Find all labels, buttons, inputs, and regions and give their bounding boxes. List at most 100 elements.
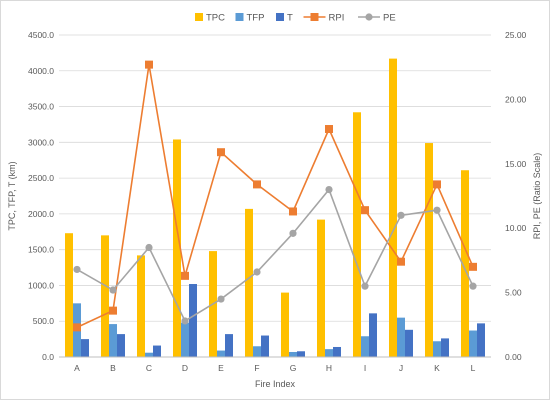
y-tick-label: 3500.0 [28,102,54,112]
point-pe [181,317,189,325]
point-pe [145,243,153,252]
point-rpi [289,207,297,216]
point-pe [397,211,405,219]
y2-tick-label: 25.00 [505,30,527,40]
legend-label-tpc: TPC [206,13,225,24]
point-pe [361,282,369,290]
legend-swatch-t [276,13,284,21]
gridlines [59,34,491,322]
point-rpi [433,180,441,189]
bar-tpc [461,170,469,357]
x-tick-label: J [399,363,403,373]
bar-t [333,346,341,357]
bar-tfp [433,341,441,357]
legend-swatch-tfp [235,13,244,21]
legend-marker-pe [365,13,373,21]
x-tick-label: H [326,363,332,373]
x-axis-ticks: A B C D E F G H I J K L [74,363,475,373]
x-tick-label: E [218,363,224,373]
point-rpi [145,60,153,69]
x-tick-label: K [434,363,440,373]
bar-t [297,351,305,357]
y-tick-label: 2000.0 [28,209,54,219]
bar-tfp [145,352,153,357]
bar-t [477,323,485,357]
bar-tfp [253,346,261,357]
bar-tfp [361,336,369,357]
x-axis-title: Fire Index [255,379,296,389]
bar-t [369,313,377,357]
y2-tick-label: 10.00 [505,223,527,233]
y2-tick-label: 20.00 [505,94,527,104]
legend-label-pe: PE [383,13,396,24]
y-tick-label: 1000.0 [28,280,54,290]
bar-tpc [317,219,325,357]
bar-t [225,334,233,357]
bar-tfp [469,330,477,357]
point-pe [253,268,261,276]
line-series [73,60,477,332]
y2-tick-label: 5.00 [505,288,522,298]
y-tick-label: 1500.0 [28,245,54,255]
y2-axis-ticks: 0.00 5.00 10.00 15.00 20.00 25.00 [505,30,527,362]
point-rpi [361,206,369,215]
bar-tfp [325,349,333,357]
point-pe [73,265,81,274]
x-tick-label: L [471,363,476,373]
legend-swatch-tpc [195,13,203,21]
bar-t [81,339,89,357]
bar-tpc [101,235,109,357]
y2-tick-label: 15.00 [505,159,527,169]
point-rpi [109,306,117,315]
bar-t [189,284,197,357]
y-tick-label: 4000.0 [28,66,54,76]
legend-label-t: T [287,13,293,24]
line-pe [76,187,474,323]
bar-tfp [217,350,225,357]
point-rpi [253,180,261,189]
bar-t [261,335,269,357]
point-rpi [397,257,405,266]
bar-tpc [137,255,145,357]
bar-tpc [425,143,433,357]
bar-tfp [397,317,405,357]
y2-tick-label: 0.00 [505,352,522,362]
y-axis-title: TPC, TFP, T (km) [7,161,17,230]
bar-tfp [289,351,297,357]
point-pe [217,295,225,303]
x-tick-label: C [146,363,152,373]
bar-tpc [353,112,361,357]
point-pe [289,229,297,237]
bar-tfp [109,324,117,357]
legend: TPC TFP T RPI PE [195,13,396,24]
y-tick-label: 4500.0 [28,30,54,40]
x-tick-label: F [254,363,259,373]
bar-t [153,345,161,357]
bar-t [441,338,449,357]
bar-t [117,334,125,357]
y-axis-ticks: 0.0 500.0 1000.0 1500.0 2000.0 2500.0 3000.0 35… [28,30,54,362]
line-rpi [76,64,474,329]
bar-tfp [181,322,189,357]
y-tick-label: 0.0 [42,352,54,362]
legend-marker-rpi [310,13,319,21]
x-tick-label: G [290,363,297,373]
point-pe [433,206,441,214]
point-rpi [181,271,189,280]
x-tick-label: I [364,363,366,373]
bar-tpc [65,233,73,357]
y-tick-label: 2500.0 [28,173,54,183]
bar-tpc [281,292,289,357]
point-pe [469,282,477,290]
bar-t [405,329,413,357]
y-tick-label: 3000.0 [28,137,54,147]
x-tick-label: D [182,363,188,373]
point-pe [325,185,333,194]
point-pe [109,286,117,294]
bar-series [65,58,485,357]
y2-axis-title: RPI, PE (Ratio Scale) [532,153,542,240]
point-rpi [73,323,81,332]
x-tick-label: A [74,363,80,373]
